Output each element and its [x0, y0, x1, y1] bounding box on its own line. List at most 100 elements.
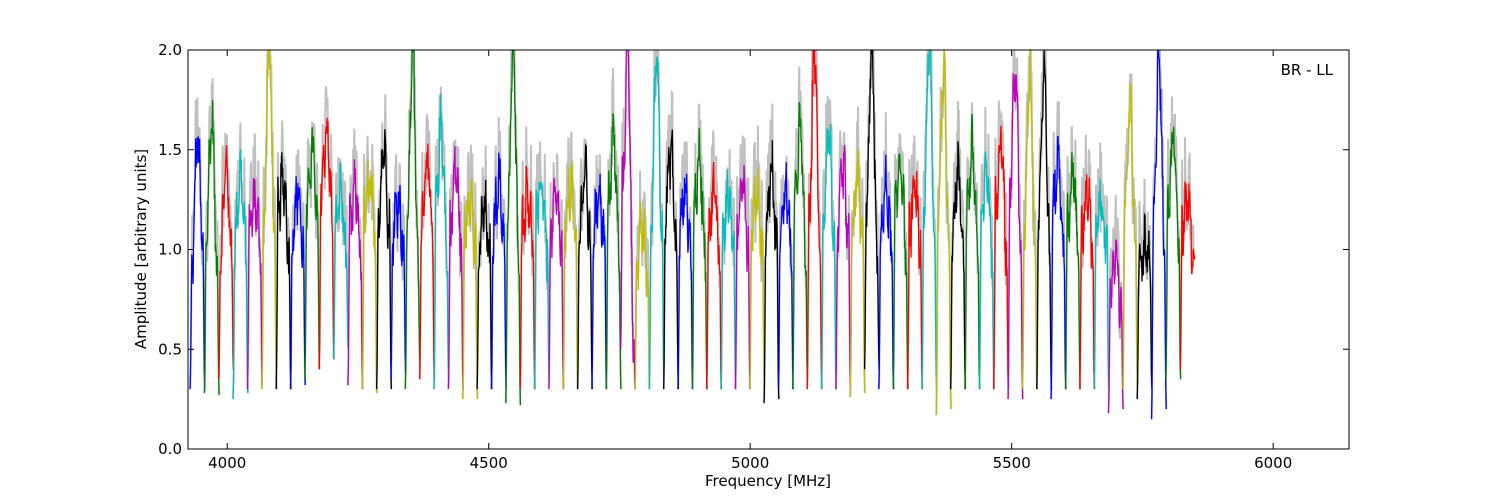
channel-trace: [863, 50, 880, 370]
x-tick-label: 4500: [470, 454, 508, 472]
background-trace: [748, 125, 766, 390]
background-trace: [1093, 142, 1110, 390]
x-tick-label: 4000: [208, 454, 246, 472]
channel-trace: [304, 127, 321, 380]
channel-trace: [576, 142, 593, 390]
channel-trace: [462, 178, 479, 400]
channel-trace: [289, 176, 306, 390]
channel-trace: [1021, 50, 1038, 390]
background-trace: [763, 103, 780, 404]
background-trace: [1121, 73, 1139, 390]
y-axis-label: Amplitude [arbitrary units]: [132, 149, 150, 349]
chart-annotation: BR - LL: [1281, 61, 1334, 79]
background-trace: [1050, 101, 1067, 400]
channel-trace: [533, 180, 550, 390]
channel-trace: [476, 179, 493, 390]
channel-trace: [1150, 50, 1167, 420]
channel-trace: [777, 162, 794, 390]
y-axis: 0.0 0.5 1.0 1.5 2.0: [158, 41, 1349, 458]
channel-trace: [1079, 174, 1096, 390]
channel-trace: [734, 165, 751, 390]
plot-area: [189, 50, 1196, 420]
channel-trace: [332, 162, 349, 360]
channel-trace: [706, 161, 722, 390]
channel-trace: [1050, 135, 1067, 400]
channel-trace: [1093, 178, 1110, 390]
x-tick-label: 5000: [731, 454, 769, 472]
x-axis-label: Frequency [MHz]: [705, 472, 831, 490]
x-axis: 4000 4500 5000 5500 6000: [208, 50, 1292, 472]
channel-trace: [806, 50, 823, 390]
channel-trace: [1007, 73, 1024, 400]
channel-trace: [691, 127, 708, 390]
channel-trace: [1036, 50, 1053, 390]
channel-trace: [720, 169, 737, 390]
channel-trace: [677, 173, 694, 390]
background-trace: [964, 102, 981, 390]
channel-trace: [404, 50, 421, 390]
channel-traces: [189, 50, 1196, 420]
channel-trace: [619, 50, 636, 390]
channel-trace: [361, 160, 378, 394]
y-tick-label: 2.0: [158, 41, 182, 59]
channel-trace: [189, 136, 206, 390]
channel-trace: [419, 143, 435, 380]
channel-trace: [548, 177, 565, 390]
channel-trace: [261, 50, 278, 390]
channel-trace: [921, 50, 938, 390]
channel-trace: [1165, 126, 1182, 380]
y-tick-label: 0.0: [158, 440, 182, 458]
background-trace: [734, 135, 751, 390]
y-tick-label: 0.5: [158, 340, 182, 358]
channel-trace: [318, 117, 335, 370]
channel-trace: [820, 123, 837, 390]
channel-trace: [950, 141, 966, 390]
channel-trace: [246, 177, 263, 390]
background-trace: [921, 50, 938, 390]
channel-trace: [203, 100, 220, 396]
channel-trace: [634, 202, 651, 390]
channel-trace: [792, 102, 809, 390]
y-tick-label: 1.0: [158, 241, 182, 259]
channel-trace: [562, 161, 579, 390]
channel-trace: [993, 125, 1010, 390]
channel-trace: [749, 168, 766, 390]
channel-trace: [433, 93, 450, 390]
channel-trace: [1179, 181, 1196, 370]
channel-trace: [375, 129, 392, 390]
x-tick-label: 6000: [1254, 454, 1292, 472]
channel-trace: [849, 148, 866, 398]
background-trace: [189, 97, 206, 390]
channel-trace: [1107, 239, 1124, 414]
channel-trace: [878, 154, 895, 390]
channel-trace: [935, 50, 952, 416]
channel-trace: [232, 149, 249, 400]
background-trace: [260, 50, 278, 390]
channel-trace: [835, 144, 852, 390]
channel-trace: [390, 184, 407, 380]
channel-trace: [1122, 82, 1139, 390]
y-tick-label: 1.5: [158, 141, 182, 159]
channel-trace: [648, 56, 665, 390]
channel-trace: [347, 159, 364, 390]
channel-trace: [663, 129, 679, 390]
channel-trace: [519, 166, 536, 390]
channel-trace: [763, 140, 780, 404]
channel-trace: [447, 145, 464, 390]
channel-trace: [275, 152, 292, 390]
channel-trace: [591, 173, 608, 390]
channel-trace: [1064, 152, 1081, 390]
x-tick-label: 5500: [993, 454, 1031, 472]
channel-trace: [892, 153, 909, 390]
channel-trace: [978, 151, 995, 390]
background-trace: [677, 141, 694, 390]
channel-trace: [505, 50, 522, 406]
channel-trace: [605, 113, 622, 390]
channel-trace: [1136, 212, 1153, 400]
channel-trace: [906, 170, 923, 390]
channel-trace: [964, 113, 981, 390]
channel-trace: [218, 145, 235, 380]
